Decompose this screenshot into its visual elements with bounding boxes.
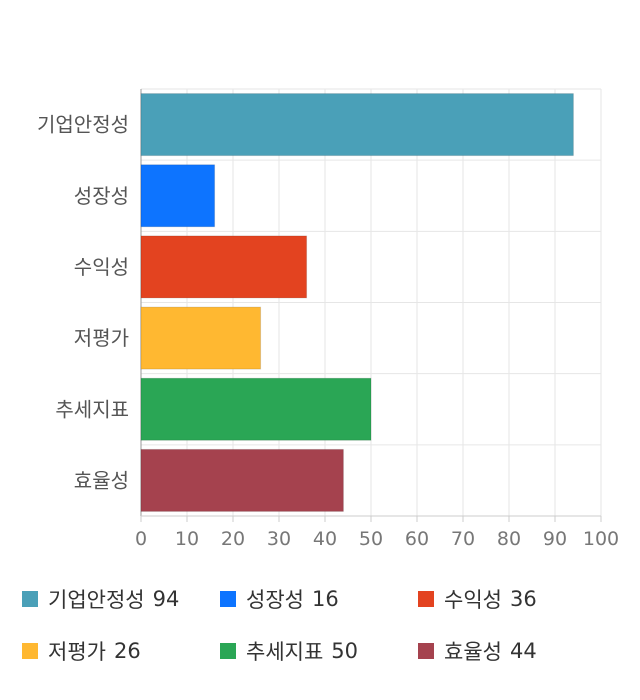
x-axis-ticks: 0 10 20 30 40 50 60 70 80 90 100 bbox=[135, 516, 619, 550]
category-label-5: 추세지표 bbox=[55, 397, 129, 421]
legend-value: 50 bbox=[331, 639, 359, 663]
bars bbox=[140, 93, 574, 512]
legend-value: 26 bbox=[113, 639, 141, 663]
category-label-3: 수익성 bbox=[74, 255, 129, 279]
x-tick-label-40: 40 bbox=[313, 528, 337, 550]
legend-swatch bbox=[220, 591, 236, 607]
x-tick-label-20: 20 bbox=[221, 528, 245, 550]
legend-swatch bbox=[418, 643, 434, 659]
x-tick-label-30: 30 bbox=[267, 528, 291, 550]
legend-value: 44 bbox=[509, 639, 537, 663]
category-label-1: 기업안정성 bbox=[37, 113, 129, 137]
x-tick-label-70: 70 bbox=[451, 528, 475, 550]
legend-swatch bbox=[220, 643, 236, 659]
legend-value: 16 bbox=[311, 587, 339, 611]
category-label-6: 효율성 bbox=[74, 468, 129, 492]
legend-swatch bbox=[418, 591, 434, 607]
legend-item-5[interactable]: 추세지표 50 bbox=[220, 636, 358, 666]
x-tick-label-100: 100 bbox=[583, 528, 619, 550]
legend-item-2[interactable]: 성장성 16 bbox=[220, 584, 339, 614]
category-label-4: 저평가 bbox=[74, 326, 129, 350]
x-tick-label-60: 60 bbox=[405, 528, 429, 550]
legend-item-4[interactable]: 저평가 26 bbox=[22, 636, 141, 666]
legend-swatch bbox=[22, 591, 38, 607]
legend-label: 추세지표 bbox=[246, 640, 324, 664]
legend: 기업안정성 94 성장성 16 수익성 36 저평가 26 추세지표 50 효율성 44 bbox=[0, 578, 640, 688]
legend-value: 36 bbox=[509, 587, 537, 611]
legend-item-6[interactable]: 효율성 44 bbox=[418, 636, 537, 666]
bar-4 bbox=[140, 306, 262, 370]
legend-label: 기업안정성 bbox=[48, 588, 145, 612]
bar-2 bbox=[140, 164, 216, 228]
bar-5 bbox=[140, 377, 372, 441]
bar-3 bbox=[140, 235, 308, 299]
x-tick-label-80: 80 bbox=[497, 528, 521, 550]
legend-label: 수익성 bbox=[444, 588, 502, 612]
legend-label: 성장성 bbox=[246, 588, 304, 612]
bar-6 bbox=[140, 448, 344, 512]
x-tick-label-50: 50 bbox=[359, 528, 383, 550]
legend-item-3[interactable]: 수익성 36 bbox=[418, 584, 537, 614]
x-tick-label-0: 0 bbox=[135, 528, 147, 550]
bar-1 bbox=[140, 93, 574, 157]
legend-swatch bbox=[22, 643, 38, 659]
legend-value: 94 bbox=[152, 587, 180, 611]
legend-item-1[interactable]: 기업안정성 94 bbox=[22, 584, 179, 614]
x-tick-label-90: 90 bbox=[543, 528, 567, 550]
category-label-2: 성장성 bbox=[74, 184, 129, 208]
legend-label: 효율성 bbox=[444, 640, 502, 664]
x-tick-label-10: 10 bbox=[175, 528, 199, 550]
legend-label: 저평가 bbox=[48, 640, 106, 664]
